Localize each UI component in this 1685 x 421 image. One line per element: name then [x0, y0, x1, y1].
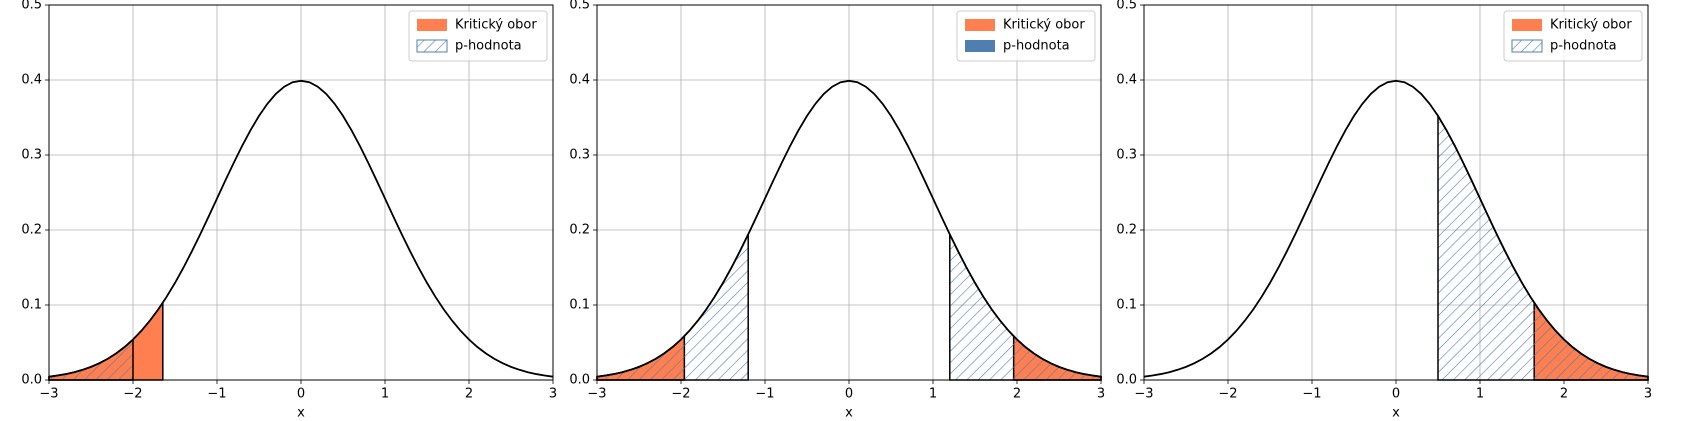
x-tick-label: 1 [381, 387, 389, 402]
y-tick-label: 0.0 [21, 373, 42, 388]
y-tick-label: 0.2 [569, 223, 590, 238]
p-value-region [596, 234, 749, 381]
x-tick-label: 0 [845, 387, 853, 402]
y-tick-label: 0.1 [1116, 298, 1137, 313]
x-tick-label: −3 [1134, 387, 1153, 402]
legend-label: Kritický obor [1550, 18, 1632, 33]
legend-label: p-hodnota [1550, 39, 1617, 54]
x-tick-label: 1 [1476, 387, 1484, 402]
x-tick-label: 3 [1644, 387, 1652, 402]
y-tick-label: 0.4 [1116, 73, 1137, 88]
subplot: −3 −2 −1 0 1 2 3 0.0 0.1 0.2 0.3 0.4 0.5 x Kritický ob… [1116, 0, 1652, 421]
y-tick-label: 0.1 [569, 298, 590, 313]
x-tick-label: −1 [207, 387, 226, 402]
y-tick-label: 0.4 [21, 73, 42, 88]
legend-swatch [965, 19, 995, 31]
y-tick-label: 0.2 [1116, 223, 1137, 238]
x-tick-label: −1 [1302, 387, 1321, 402]
x-tick-label: 3 [1097, 387, 1105, 402]
y-tick-label: 0.1 [21, 298, 42, 313]
x-tick-label: −1 [755, 387, 774, 402]
axes-frame [1143, 4, 1649, 381]
p-value-region [949, 234, 1102, 381]
x-tick-label: −2 [1218, 387, 1237, 402]
x-tick-label: 0 [297, 387, 305, 402]
y-tick-label: 0.4 [569, 73, 590, 88]
x-axis-label: x [297, 406, 305, 421]
legend-swatch [965, 40, 995, 52]
legend-label: Kritický obor [455, 18, 537, 33]
y-tick-label: 0.3 [1116, 148, 1137, 163]
y-tick-label: 0.2 [21, 223, 42, 238]
y-tick-label: 0.5 [1116, 0, 1137, 13]
y-tick-label: 0.0 [569, 373, 590, 388]
legend-label: Kritický obor [1003, 18, 1085, 33]
density-curve [596, 79, 1102, 378]
x-tick-label: 0 [1392, 387, 1400, 402]
legend-swatch [416, 39, 448, 53]
x-tick-label: −2 [123, 387, 142, 402]
legend-swatch [417, 19, 447, 31]
axes-frame [596, 4, 1102, 381]
p-value-region [1437, 113, 1649, 381]
x-tick-label: 2 [1013, 387, 1021, 402]
x-tick-label: 2 [465, 387, 473, 402]
y-tick-label: 0.0 [1116, 373, 1137, 388]
x-tick-label: 1 [929, 387, 937, 402]
subplot: −3 −2 −1 0 1 2 3 0.0 0.1 0.2 0.3 0.4 0.5 x Kritický ob… [569, 0, 1105, 421]
x-tick-label: −3 [587, 387, 606, 402]
legend-label: p-hodnota [455, 39, 522, 54]
x-tick-label: −2 [671, 387, 690, 402]
y-tick-label: 0.5 [569, 0, 590, 13]
x-tick-label: 3 [549, 387, 557, 402]
density-curve [48, 79, 554, 378]
subplot: −3 −2 −1 0 1 2 3 0.0 0.1 0.2 0.3 0.4 0.5 x Kritický ob… [21, 0, 557, 421]
density-curve [1143, 79, 1649, 378]
y-tick-label: 0.3 [21, 148, 42, 163]
legend-swatch [1512, 19, 1542, 31]
legend-swatch [1511, 39, 1543, 53]
legend: Kritický obor p-hodnota [956, 10, 1096, 62]
legend: Kritický obor p-hodnota [1503, 10, 1643, 62]
legend: Kritický obor p-hodnota [408, 10, 548, 62]
y-tick-label: 0.5 [21, 0, 42, 13]
x-axis-label: x [1392, 406, 1400, 421]
legend-label: p-hodnota [1003, 39, 1070, 54]
x-tick-label: −3 [39, 387, 58, 402]
axes-frame [48, 4, 554, 381]
x-tick-label: 2 [1560, 387, 1568, 402]
x-axis-label: x [845, 406, 853, 421]
y-tick-label: 0.3 [569, 148, 590, 163]
